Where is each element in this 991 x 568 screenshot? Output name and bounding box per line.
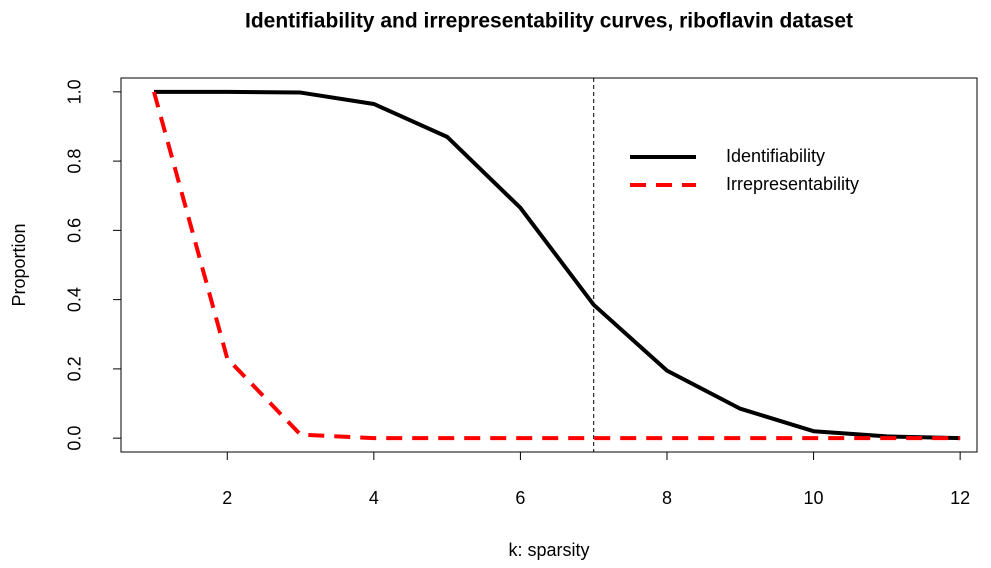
y-tick-label: 0.6 — [65, 218, 85, 243]
y-tick-label: 0.0 — [65, 426, 85, 451]
x-tick-label: 6 — [515, 488, 525, 508]
x-tick-label: 12 — [950, 488, 970, 508]
y-tick-label: 0.2 — [65, 356, 85, 381]
x-tick-label: 2 — [222, 488, 232, 508]
legend-label: Irrepresentability — [726, 174, 859, 194]
legend-label: Identifiability — [726, 146, 825, 166]
y-tick-label: 0.8 — [65, 149, 85, 174]
series-line — [152, 91, 961, 441]
x-axis-label: k: sparsity — [508, 540, 589, 560]
series-line — [153, 89, 961, 441]
x-tick-label: 8 — [662, 488, 672, 508]
y-axis-label: Proportion — [9, 223, 29, 306]
x-tick-label: 10 — [804, 488, 824, 508]
x-tick-label: 4 — [369, 488, 379, 508]
y-tick-label: 1.0 — [65, 79, 85, 104]
plot-box — [120, 77, 978, 453]
y-tick-label: 0.4 — [65, 287, 85, 312]
chart-title: Identifiability and irrepresentability c… — [245, 10, 853, 33]
